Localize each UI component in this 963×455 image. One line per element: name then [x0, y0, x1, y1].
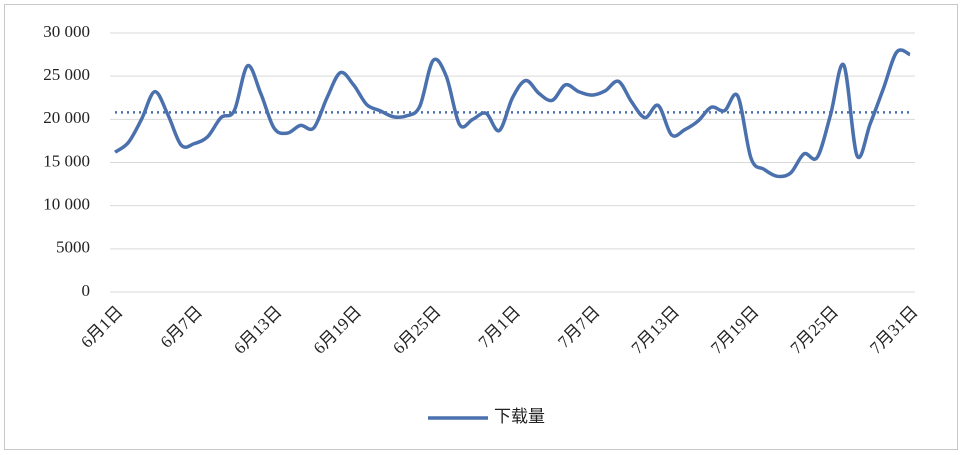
y-tick-label: 10 000 — [43, 195, 90, 214]
data-line — [113, 48, 911, 179]
y-tick-label: 5000 — [56, 238, 90, 257]
y-tick-label: 15 000 — [43, 151, 90, 170]
chart-frame — [4, 4, 958, 450]
y-tick-label: 25 000 — [43, 65, 90, 84]
y-tick-label: 30 000 — [43, 22, 90, 41]
y-tick-label: 20 000 — [43, 108, 90, 127]
y-tick-label: 0 — [82, 281, 91, 300]
legend-label: 下载量 — [494, 407, 545, 426]
